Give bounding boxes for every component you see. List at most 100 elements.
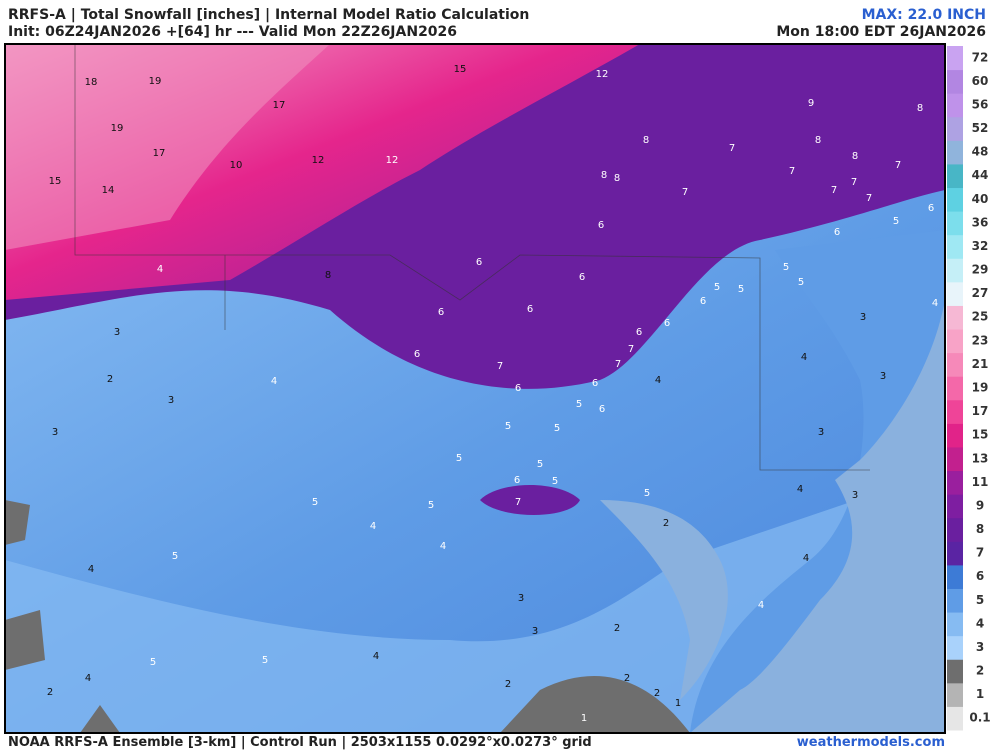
snow-label: 3 <box>860 312 866 323</box>
colorbar-swatch <box>947 352 963 377</box>
snow-label: 4 <box>157 264 163 275</box>
snow-label: 8 <box>852 151 858 162</box>
colorbar-label: 29 <box>972 263 989 277</box>
snow-label: 5 <box>262 655 268 666</box>
snow-label: 5 <box>738 284 744 295</box>
snow-label: 2 <box>654 688 660 699</box>
snow-label: 8 <box>601 170 607 181</box>
snow-label: 1 <box>581 713 587 724</box>
colorbar-swatch <box>947 635 963 660</box>
colorbar-label: 7 <box>976 546 984 560</box>
snow-label: 3 <box>818 427 824 438</box>
snow-label: 8 <box>815 135 821 146</box>
snow-label: 2 <box>624 673 630 684</box>
snow-label: 18 <box>85 77 98 88</box>
colorbar-swatch <box>947 541 963 566</box>
colorbar-swatch <box>947 682 963 707</box>
snow-label: 17 <box>273 100 286 111</box>
colorbar-swatch <box>947 446 963 472</box>
colorbar-label: 1 <box>976 687 984 701</box>
snow-label: 5 <box>172 551 178 562</box>
colorbar-swatch <box>947 281 963 306</box>
colorbar-swatch <box>947 706 963 731</box>
colorbar-swatch <box>947 659 963 684</box>
snow-label: 4 <box>370 521 376 532</box>
snow-label: 3 <box>518 593 524 604</box>
title: RRFS-A | Total Snowfall [inches] | Inter… <box>8 7 529 23</box>
snow-label: 4 <box>932 298 938 309</box>
colorbar-swatch <box>947 69 963 94</box>
colorbar-swatch <box>947 211 963 236</box>
snow-label: 2 <box>107 374 113 385</box>
colorbar-label: 6 <box>976 569 984 583</box>
snow-label: 5 <box>537 459 543 470</box>
snow-label: 7 <box>729 143 735 154</box>
snow-label: 5 <box>783 262 789 273</box>
snow-label: 4 <box>801 352 807 363</box>
snow-label: 5 <box>644 488 650 499</box>
colorbar-swatch <box>947 93 963 118</box>
snow-label: 6 <box>414 349 420 360</box>
snow-label: 7 <box>866 193 872 204</box>
colorbar-swatch <box>947 517 963 542</box>
snow-label: 5 <box>714 282 720 293</box>
snow-label: 3 <box>168 395 174 406</box>
colorbar-label: 44 <box>972 168 989 182</box>
snow-label: 15 <box>454 64 467 75</box>
colorbar-swatch <box>947 187 963 212</box>
colorbar-swatch <box>947 258 963 283</box>
max-value: MAX: 22.0 INCH <box>862 7 986 23</box>
snow-label: 9 <box>808 98 814 109</box>
snow-label: 6 <box>527 304 533 315</box>
snow-label: 4 <box>440 541 446 552</box>
snow-label: 7 <box>682 187 688 198</box>
snow-label: 4 <box>373 651 379 662</box>
snow-label: 3 <box>852 490 858 501</box>
map-frame <box>4 43 946 734</box>
colorbar-swatch <box>947 140 963 165</box>
snow-label: 7 <box>831 185 837 196</box>
colorbar-label: 17 <box>972 404 989 418</box>
snow-label: 3 <box>532 626 538 637</box>
colorbar-label: 36 <box>972 215 989 229</box>
light-snow <box>5 470 945 733</box>
snow-label: 5 <box>150 657 156 668</box>
colorbar-swatch <box>947 494 963 519</box>
colorbar-label: 52 <box>972 121 989 135</box>
snow-label: 15 <box>49 176 62 187</box>
snow-label: 3 <box>114 327 120 338</box>
colorbar-swatch <box>947 588 963 613</box>
colorbar-swatch <box>947 376 963 401</box>
snow-label: 7 <box>497 361 503 372</box>
bay <box>600 500 728 700</box>
snow-label: 6 <box>599 404 605 415</box>
colorbar-swatch <box>947 163 963 189</box>
colorbar-label: 11 <box>972 475 989 489</box>
snow-label: 7 <box>789 166 795 177</box>
colorbar-label: 23 <box>972 333 989 347</box>
colorbar-label: 56 <box>972 97 989 111</box>
snow-label: 17 <box>153 148 166 159</box>
snow-label: 5 <box>552 476 558 487</box>
colorbar-label: 15 <box>972 428 989 442</box>
snow-label: 10 <box>230 160 243 171</box>
colorbar-label: 13 <box>972 451 989 465</box>
colorbar-label: 5 <box>976 593 984 607</box>
snow-label: 19 <box>149 76 162 87</box>
snow-label: 6 <box>664 318 670 329</box>
colorbar-swatch <box>947 399 963 424</box>
snow-label: 6 <box>928 203 934 214</box>
valid-time: Mon 18:00 EDT 26JAN2026 <box>776 24 986 40</box>
snow-label: 7 <box>515 497 521 508</box>
snow-label: 5 <box>456 453 462 464</box>
snow-label: 12 <box>386 155 399 166</box>
colorbar-label: 72 <box>972 50 989 64</box>
snow-label: 5 <box>798 277 804 288</box>
snow-label: 4 <box>797 484 803 495</box>
snow-label: 7 <box>615 359 621 370</box>
colorbar-swatch <box>947 234 963 259</box>
colorbar-swatch <box>947 305 963 330</box>
colorbar-swatch <box>947 470 963 495</box>
